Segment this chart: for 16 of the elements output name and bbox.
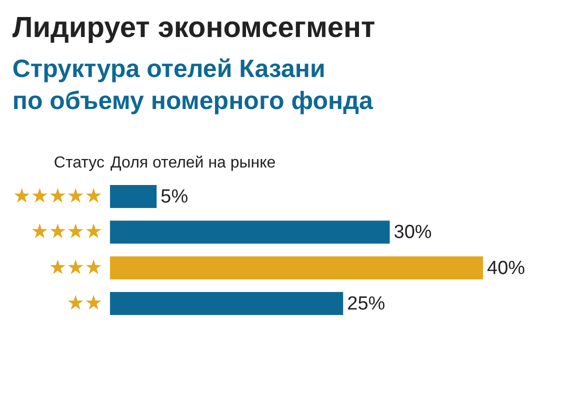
data-label: 25% <box>347 293 386 314</box>
bar <box>110 185 157 208</box>
y-tick-label: ★★★ <box>48 254 102 279</box>
y-tick-label: ★★ <box>66 290 102 314</box>
y-axis-title: Статус <box>54 154 104 172</box>
chart-title: Лидирует экономсегмент <box>12 12 376 44</box>
bar <box>110 292 344 315</box>
data-label: 5% <box>160 186 188 208</box>
data-label: 30% <box>394 222 432 244</box>
chart-subtitle: Структура отелей Казани по объему номерного фонда <box>12 55 374 115</box>
data-label: 40% <box>487 258 526 279</box>
bar <box>110 220 390 244</box>
bar <box>110 256 483 280</box>
y-tick-label: ★★★★★ <box>12 184 102 208</box>
y-tick-label: ★★★★ <box>30 219 102 244</box>
x-axis-title: Доля отелей на рынке <box>110 154 276 172</box>
